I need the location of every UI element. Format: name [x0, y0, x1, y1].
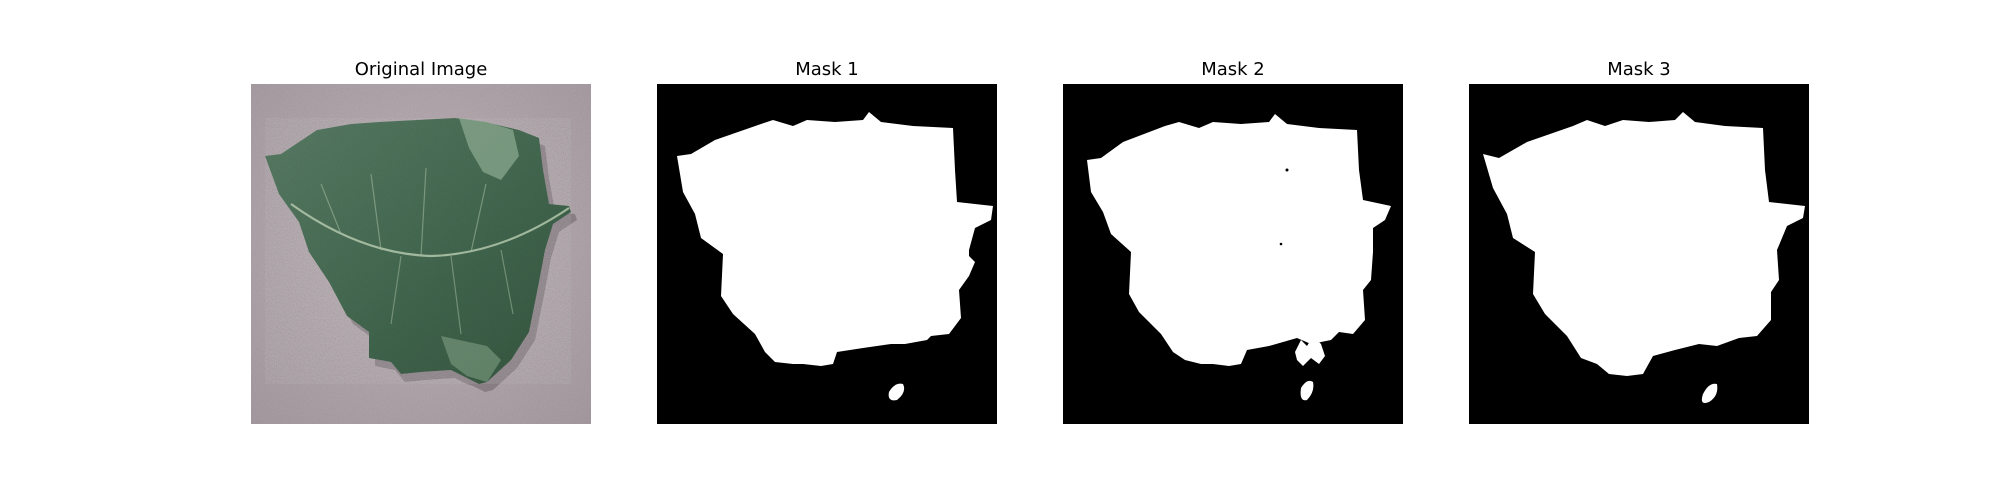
mask-foreground-region	[677, 112, 993, 366]
leaf-vein	[320, 183, 342, 235]
panel-original-image: Original Image	[251, 56, 591, 440]
mask-foreground-blob	[1701, 383, 1718, 403]
leaf-vein	[500, 249, 514, 315]
leaf-vein	[370, 173, 382, 251]
mask-noise-dot	[1285, 168, 1289, 172]
panel-title: Mask 3	[1607, 59, 1671, 80]
panel-title: Mask 1	[795, 59, 859, 80]
leaf-vein	[470, 183, 487, 253]
mask-2-image	[1063, 84, 1403, 424]
mask-noise-dot	[1279, 242, 1283, 246]
leaf-vein	[390, 255, 402, 325]
original-leaf-photo	[251, 84, 591, 424]
leaf-lower-patch	[441, 336, 501, 382]
panel-mask-3: Mask 3	[1469, 56, 1809, 440]
mask-foreground-blob	[1300, 380, 1314, 401]
leaf-body	[265, 118, 571, 384]
mask-foreground-region	[1483, 112, 1805, 376]
panel-mask-1: Mask 1	[657, 56, 997, 440]
leaf-fold	[459, 118, 519, 180]
mask-foreground-blob	[888, 383, 905, 401]
panel-mask-2: Mask 2	[1063, 56, 1403, 440]
leaf-vein	[420, 167, 427, 257]
panel-title: Mask 2	[1201, 59, 1265, 80]
mask-3-image	[1469, 84, 1809, 424]
mask-1-image	[657, 84, 997, 424]
leaf-vein	[450, 255, 462, 335]
mask-noise-speckle	[1295, 336, 1325, 366]
leaf-midrib	[290, 203, 570, 258]
mask-foreground-region	[1087, 114, 1391, 366]
panel-title: Original Image	[354, 59, 488, 80]
